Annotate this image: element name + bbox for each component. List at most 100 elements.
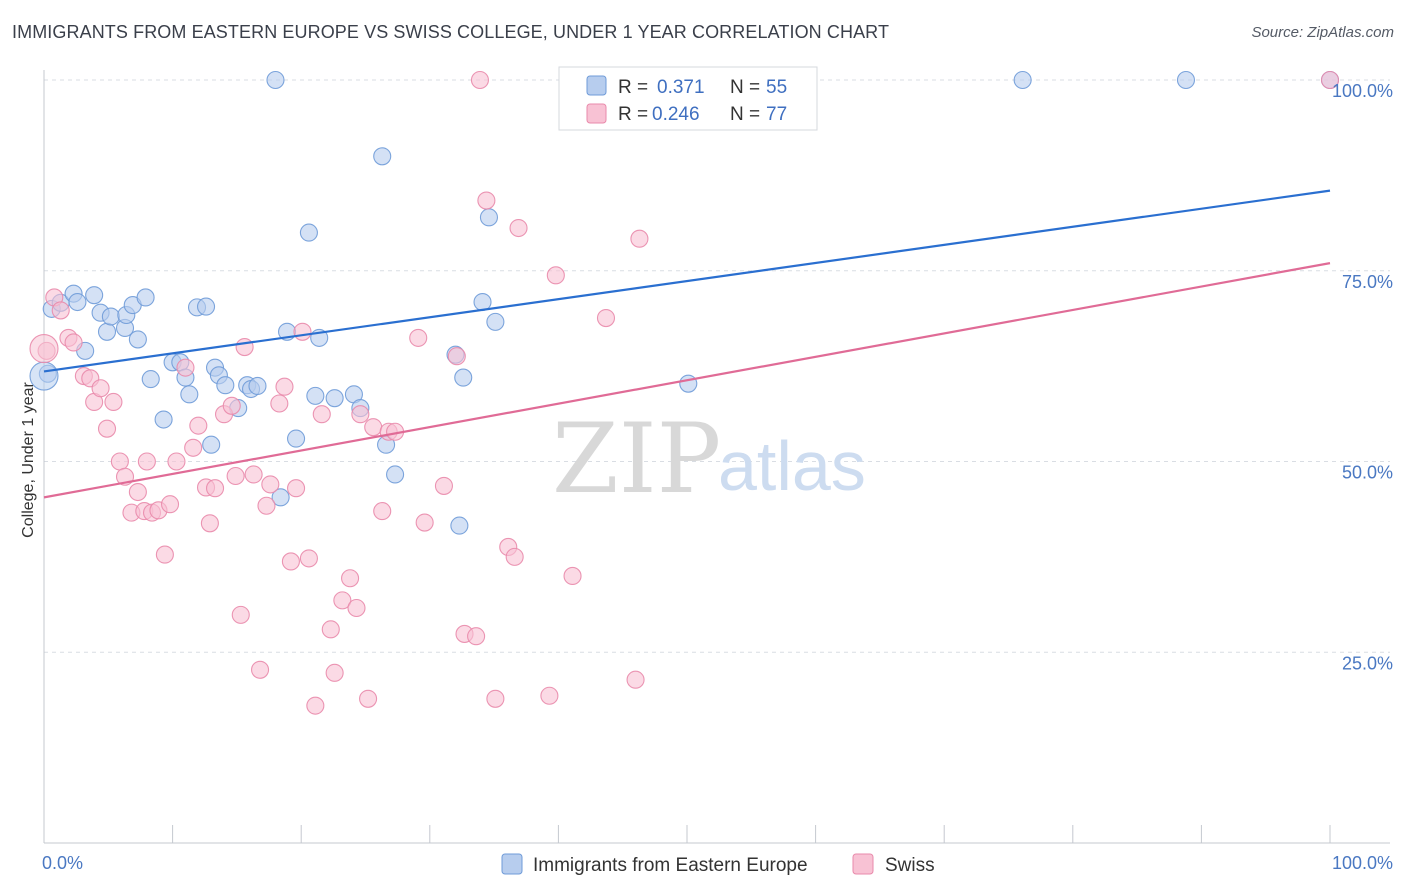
point-swiss	[333, 591, 352, 610]
point-swiss	[110, 452, 129, 471]
point-swiss	[415, 513, 434, 532]
point-swiss	[222, 396, 241, 415]
point-swiss	[1320, 70, 1340, 90]
trend-lines	[43, 189, 1331, 499]
legend: R = 0.371 N = 55 R = 0.246 N = 77	[558, 66, 818, 131]
point-swiss	[341, 569, 360, 588]
trend-line-swiss	[43, 262, 1331, 499]
point-swiss	[275, 377, 294, 396]
point-swiss	[325, 663, 344, 682]
point-swiss	[104, 392, 123, 412]
point-swiss	[137, 452, 156, 471]
y-tick-label: 25.0%	[1342, 653, 1393, 673]
point-swiss	[486, 689, 505, 708]
point-swiss	[563, 566, 582, 586]
point-swiss	[447, 347, 466, 366]
point-swiss	[231, 605, 250, 624]
point-swiss	[257, 496, 276, 515]
point-swiss	[226, 466, 245, 486]
tick-labels: 25.0% 50.0% 75.0% 100.0% 0.0% 100.0%	[42, 81, 1393, 873]
point-swiss	[244, 465, 263, 484]
point-eastern-europe	[97, 322, 117, 341]
watermark: ZIP atlas	[552, 403, 866, 515]
point-eastern-europe	[154, 410, 173, 429]
bottom-legend-label: Swiss	[885, 855, 935, 876]
point-swiss	[364, 418, 383, 437]
point-swiss	[64, 333, 83, 352]
trend-line-eastern-europe	[43, 189, 1331, 373]
point-swiss	[250, 660, 270, 679]
point-swiss	[51, 301, 70, 320]
point-swiss	[167, 452, 186, 471]
point-eastern-europe	[202, 435, 221, 454]
point-swiss	[281, 552, 300, 571]
point-eastern-europe	[141, 370, 160, 389]
point-swiss	[200, 514, 219, 533]
legend-swatch-pink	[586, 103, 607, 124]
point-swiss	[293, 322, 312, 341]
point-swiss	[312, 405, 331, 424]
point-eastern-europe	[479, 208, 499, 227]
point-swiss	[505, 547, 524, 566]
point-swiss	[189, 416, 208, 435]
bottom-legend-swatch-pink	[852, 853, 874, 875]
point-eastern-europe	[216, 376, 235, 395]
point-eastern-europe	[271, 488, 290, 507]
legend-n-value: 77	[766, 104, 787, 125]
bottom-legend: Immigrants from Eastern Europe Swiss	[501, 853, 935, 876]
bottom-legend-label: Immigrants from Eastern Europe	[533, 855, 808, 876]
point-eastern-europe	[306, 386, 325, 405]
point-swiss	[287, 479, 306, 498]
point-eastern-europe	[325, 389, 344, 408]
point-swiss	[470, 70, 490, 90]
legend-n-value: 55	[766, 77, 787, 98]
point-eastern-europe	[450, 516, 469, 535]
point-eastern-europe	[679, 374, 698, 393]
point-swiss	[630, 229, 649, 248]
point-eastern-europe	[180, 385, 199, 404]
point-swiss	[509, 218, 528, 238]
y-tick-label: 50.0%	[1342, 463, 1393, 483]
point-eastern-europe	[386, 465, 405, 484]
point-swiss	[347, 598, 366, 618]
source-label: Source: ZipAtlas.com	[1251, 24, 1394, 41]
point-swiss	[373, 502, 392, 521]
point-swiss	[546, 266, 565, 285]
point-eastern-europe	[68, 292, 87, 312]
point-swiss	[155, 545, 174, 564]
legend-r-value: 0.371	[657, 77, 705, 98]
point-swiss	[160, 495, 180, 514]
point-swiss	[434, 476, 453, 495]
point-swiss	[596, 309, 616, 328]
point-eastern-europe	[101, 307, 120, 326]
point-swiss	[306, 696, 325, 715]
legend-n-label: N =	[730, 77, 760, 98]
point-swiss	[205, 479, 225, 498]
legend-r-label: R =	[618, 77, 648, 98]
bottom-legend-swatch-blue	[501, 853, 523, 875]
point-swiss	[299, 549, 318, 568]
point-eastern-europe	[248, 376, 267, 396]
point-swiss	[477, 191, 496, 210]
y-axis-title: College, Under 1 year	[20, 382, 37, 538]
point-swiss	[270, 394, 289, 413]
point-eastern-europe	[196, 297, 216, 316]
point-swiss	[467, 627, 486, 646]
gridlines	[44, 79, 1390, 653]
watermark-atlas: atlas	[718, 427, 866, 505]
legend-r-value: 0.246	[652, 104, 700, 125]
x-tick-label: 0.0%	[42, 853, 83, 873]
point-swiss	[176, 358, 195, 377]
point-swiss	[359, 689, 378, 708]
axes	[43, 70, 1390, 844]
point-eastern-europe	[373, 147, 392, 166]
point-eastern-europe	[287, 429, 306, 448]
point-eastern-europe	[299, 223, 318, 242]
point-swiss	[184, 438, 203, 457]
y-tick-label: 100.0%	[1332, 81, 1393, 101]
point-swiss	[540, 686, 559, 705]
legend-n-label: N =	[730, 104, 760, 125]
point-eastern-europe	[128, 330, 147, 349]
point-eastern-europe	[136, 288, 155, 307]
chart-title: IMMIGRANTS FROM EASTERN EUROPE VS SWISS …	[12, 22, 890, 42]
